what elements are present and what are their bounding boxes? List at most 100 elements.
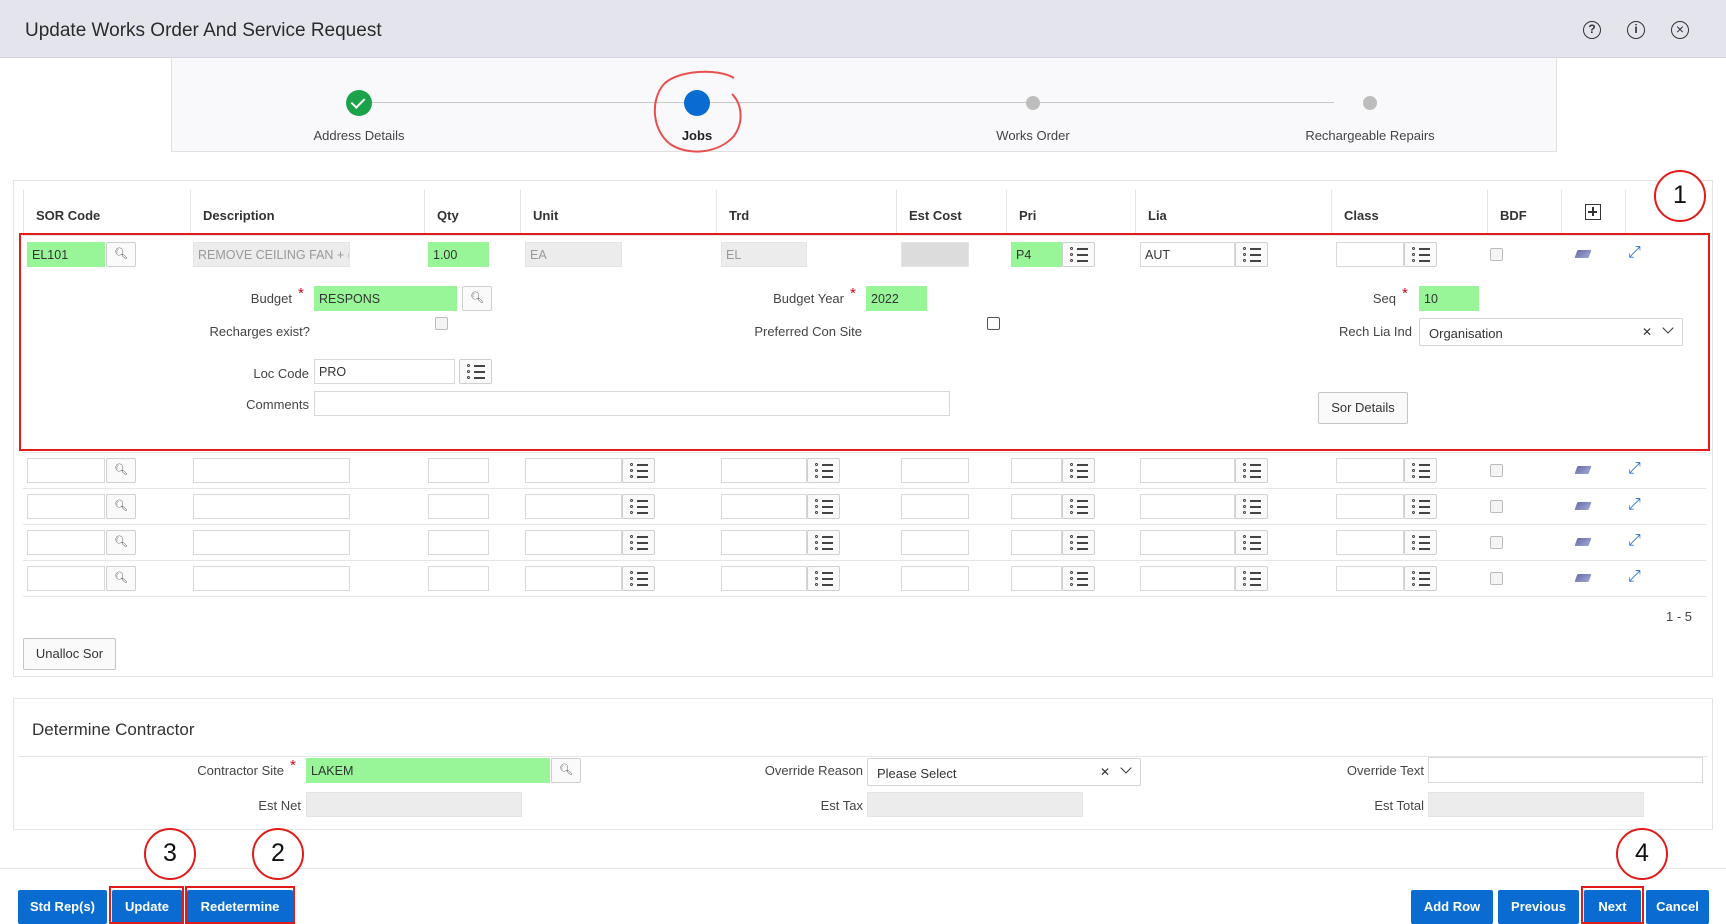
expand-icon[interactable]: ⤢ xyxy=(1628,532,1641,549)
comments-input[interactable] xyxy=(314,391,950,416)
description-input[interactable] xyxy=(193,566,350,591)
info-icon[interactable]: i xyxy=(1627,21,1645,39)
list-icon[interactable] xyxy=(807,494,840,519)
unalloc-sor-button[interactable]: Unalloc Sor xyxy=(23,638,116,670)
bdf-checkbox[interactable] xyxy=(1490,572,1503,585)
search-lov-icon[interactable]: 🔍︎ xyxy=(106,494,136,519)
unit-input[interactable] xyxy=(525,566,622,591)
class-input[interactable] xyxy=(1336,458,1404,483)
search-lov-icon[interactable]: 🔍︎ xyxy=(106,566,136,591)
help-icon[interactable]: ? xyxy=(1583,21,1601,39)
search-lov-icon[interactable]: 🔍︎ xyxy=(106,530,136,555)
cancel-button[interactable]: Cancel xyxy=(1646,890,1709,924)
preferred-con-site-checkbox[interactable] xyxy=(987,317,1000,330)
chevron-down-icon[interactable] xyxy=(1120,762,1132,774)
next-button[interactable]: Next xyxy=(1584,890,1641,924)
bdf-checkbox[interactable] xyxy=(1490,500,1503,513)
list-icon[interactable] xyxy=(1404,566,1437,591)
est-cost-input[interactable] xyxy=(901,494,969,519)
list-icon[interactable] xyxy=(622,566,655,591)
description-input[interactable] xyxy=(193,494,350,519)
redetermine-button[interactable]: Redetermine xyxy=(187,890,293,924)
class-input[interactable] xyxy=(1336,530,1404,555)
class-input[interactable] xyxy=(1336,566,1404,591)
list-icon[interactable] xyxy=(1404,458,1437,483)
pri-input[interactable] xyxy=(1011,530,1062,555)
seq-input[interactable]: 10 xyxy=(1419,286,1479,311)
pri-input[interactable] xyxy=(1011,566,1062,591)
eraser-icon[interactable] xyxy=(1574,502,1592,510)
list-icon[interactable] xyxy=(1235,458,1268,483)
override-text-input[interactable] xyxy=(1428,757,1703,783)
sor-code-input[interactable] xyxy=(27,494,105,519)
search-lov-icon[interactable]: 🔍︎ xyxy=(462,286,492,311)
clear-icon[interactable]: ✕ xyxy=(1641,325,1652,339)
list-icon[interactable] xyxy=(622,458,655,483)
unit-input[interactable] xyxy=(525,458,622,483)
list-icon[interactable] xyxy=(1235,242,1268,267)
expand-icon[interactable]: ⤢ xyxy=(1628,496,1641,513)
lia-input[interactable] xyxy=(1140,494,1235,519)
override-reason-select[interactable]: Please Select ✕ xyxy=(867,758,1141,786)
unit-input[interactable]: EA xyxy=(525,242,622,267)
update-button[interactable]: Update xyxy=(112,890,182,924)
est-cost-input[interactable] xyxy=(901,566,969,591)
search-lov-icon[interactable]: 🔍︎ xyxy=(551,758,581,783)
qty-input[interactable]: 1.00 xyxy=(428,242,489,267)
qty-input[interactable] xyxy=(428,530,489,555)
list-icon[interactable] xyxy=(1404,494,1437,519)
list-icon[interactable] xyxy=(1235,566,1268,591)
recharges-checkbox[interactable] xyxy=(435,317,448,330)
list-icon[interactable] xyxy=(807,458,840,483)
bdf-checkbox[interactable] xyxy=(1490,464,1503,477)
qty-input[interactable] xyxy=(428,566,489,591)
list-icon[interactable] xyxy=(1062,566,1095,591)
trd-input[interactable] xyxy=(721,494,807,519)
std-reps-button[interactable]: Std Rep(s) xyxy=(18,890,107,924)
est-cost-input[interactable] xyxy=(901,530,969,555)
est-cost-input[interactable] xyxy=(901,458,969,483)
list-icon[interactable] xyxy=(1062,458,1095,483)
loc-code-input[interactable]: PRO xyxy=(314,359,455,384)
list-icon[interactable] xyxy=(1404,530,1437,555)
add-row-button[interactable]: Add Row xyxy=(1411,890,1493,924)
sor-code-input[interactable] xyxy=(27,458,105,483)
trd-input[interactable] xyxy=(721,458,807,483)
search-lov-icon[interactable]: 🔍︎ xyxy=(106,242,136,267)
lia-input[interactable]: AUT xyxy=(1140,242,1235,267)
budget-year-input[interactable]: 2022 xyxy=(866,286,927,311)
trd-input[interactable] xyxy=(721,566,807,591)
eraser-icon[interactable] xyxy=(1574,466,1592,474)
description-input[interactable] xyxy=(193,458,350,483)
qty-input[interactable] xyxy=(428,494,489,519)
class-input[interactable] xyxy=(1336,494,1404,519)
eraser-icon[interactable] xyxy=(1574,538,1592,546)
list-icon[interactable] xyxy=(1062,530,1095,555)
clear-icon[interactable]: ✕ xyxy=(1099,765,1110,779)
list-icon[interactable] xyxy=(459,359,492,384)
close-icon[interactable]: × xyxy=(1671,21,1689,39)
pri-input[interactable] xyxy=(1011,458,1062,483)
contractor-site-input[interactable]: LAKEM xyxy=(306,758,550,783)
list-icon[interactable] xyxy=(1235,530,1268,555)
list-icon[interactable] xyxy=(1062,494,1095,519)
trd-input[interactable]: EL xyxy=(721,242,807,267)
sor-code-input[interactable]: EL101 xyxy=(27,242,105,267)
sor-code-input[interactable] xyxy=(27,530,105,555)
list-icon[interactable] xyxy=(1062,242,1095,267)
plus-icon[interactable] xyxy=(1585,204,1601,220)
eraser-icon[interactable] xyxy=(1574,574,1592,582)
trd-input[interactable] xyxy=(721,530,807,555)
bdf-checkbox[interactable] xyxy=(1490,248,1503,261)
lia-input[interactable] xyxy=(1140,458,1235,483)
bdf-checkbox[interactable] xyxy=(1490,536,1503,549)
pri-input[interactable] xyxy=(1011,494,1062,519)
list-icon[interactable] xyxy=(807,566,840,591)
expand-icon[interactable]: ⤢ xyxy=(1628,568,1641,585)
description-input[interactable]: REMOVE CEILING FAN + ( xyxy=(193,242,350,267)
unit-input[interactable] xyxy=(525,530,622,555)
class-input[interactable] xyxy=(1336,242,1404,267)
rech-lia-ind-select[interactable]: Organisation ✕ xyxy=(1419,318,1683,346)
unit-input[interactable] xyxy=(525,494,622,519)
pri-input[interactable]: P4 xyxy=(1011,242,1062,267)
